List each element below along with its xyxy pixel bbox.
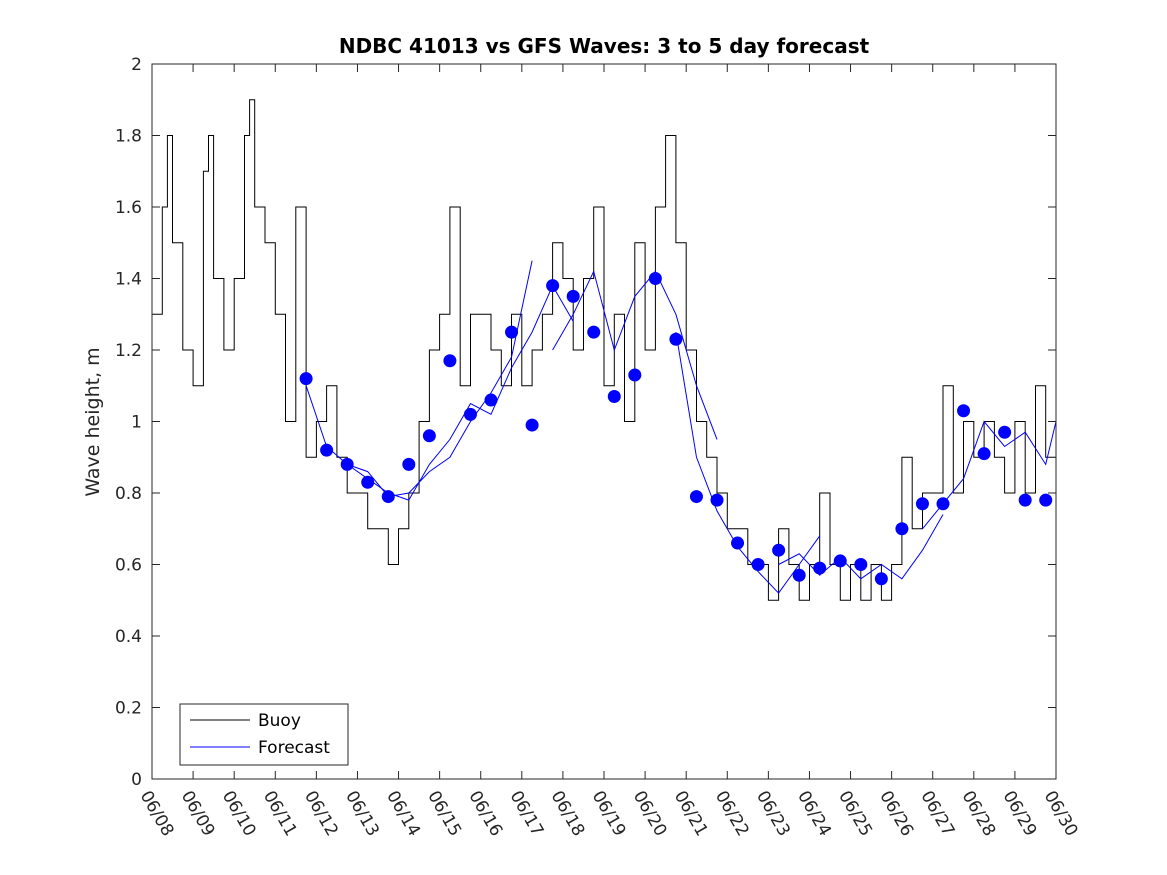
forecast-marker xyxy=(998,425,1012,439)
forecast-run-line xyxy=(552,269,718,440)
y-tick-label: 0.8 xyxy=(115,484,142,504)
forecast-marker xyxy=(792,568,806,582)
forecast-marker xyxy=(1039,493,1053,507)
y-tick-label: 0 xyxy=(131,770,142,790)
forecast-marker xyxy=(751,558,765,571)
forecast-marker xyxy=(977,447,991,461)
forecast-marker xyxy=(361,475,375,489)
forecast-marker xyxy=(895,522,909,536)
legend: Buoy Forecast xyxy=(179,703,349,766)
plot-area xyxy=(152,99,1057,601)
forecast-run-line xyxy=(346,284,574,501)
forecast-marker xyxy=(505,325,519,339)
forecast-marker xyxy=(443,354,457,368)
y-tick-label: 0.2 xyxy=(115,699,142,719)
y-tick-label: 0.4 xyxy=(115,627,142,647)
forecast-marker xyxy=(607,389,621,403)
forecast-marker xyxy=(463,407,477,421)
forecast-marker xyxy=(628,368,642,382)
forecast-run-line xyxy=(675,332,821,594)
forecast-marker xyxy=(731,536,745,550)
forecast-marker xyxy=(381,490,395,504)
y-axis-label: Wave height, m xyxy=(82,347,104,496)
forecast-marker xyxy=(689,490,703,504)
legend-box xyxy=(179,703,349,766)
forecast-marker xyxy=(833,554,847,568)
y-tick-label: 1 xyxy=(131,413,142,433)
forecast-marker xyxy=(915,497,929,511)
y-tick-label: 1.8 xyxy=(115,127,142,147)
forecast-marker xyxy=(320,443,334,457)
forecast-marker xyxy=(648,272,662,285)
forecast-marker xyxy=(484,393,498,407)
y-tick-label: 2 xyxy=(131,55,142,75)
forecast-marker xyxy=(669,332,683,346)
forecast-marker xyxy=(299,372,313,386)
y-tick-label: 1.4 xyxy=(115,270,142,290)
forecast-marker xyxy=(813,561,827,575)
forecast-marker xyxy=(874,572,888,586)
forecast-marker xyxy=(957,404,971,418)
chart-title: NDBC 41013 vs GFS Waves: 3 to 5 day fore… xyxy=(339,34,870,58)
forecast-marker xyxy=(422,429,436,443)
forecast-marker xyxy=(587,325,601,339)
forecast-run-line xyxy=(778,514,944,580)
y-tick-label: 1.6 xyxy=(115,198,142,218)
forecast-marker xyxy=(772,543,786,557)
forecast-marker xyxy=(854,558,868,571)
forecast-marker xyxy=(566,289,580,303)
forecast-marker xyxy=(546,279,560,293)
buoy-series-line xyxy=(152,99,1057,601)
legend-label-buoy: Buoy xyxy=(258,711,301,731)
legend-label-forecast: Forecast xyxy=(258,738,330,758)
forecast-marker xyxy=(710,493,724,507)
forecast-marker xyxy=(402,457,416,471)
forecast-marker xyxy=(1018,493,1032,507)
y-tick-label: 1.2 xyxy=(115,341,142,361)
y-tick-label: 0.6 xyxy=(115,556,142,576)
forecast-marker xyxy=(340,457,354,471)
forecast-marker xyxy=(525,418,539,432)
forecast-marker xyxy=(936,497,950,511)
